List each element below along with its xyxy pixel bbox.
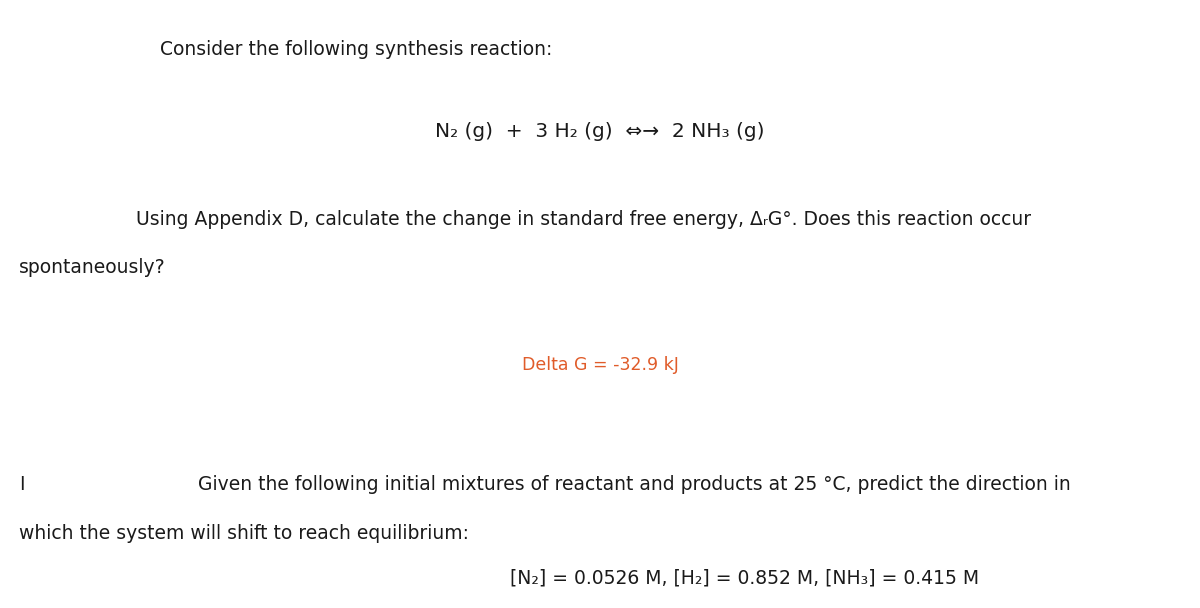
Text: Given the following initial mixtures of reactant and products at 25 °C, predict : Given the following initial mixtures of …: [198, 475, 1070, 494]
Text: N₂ (g)  +  3 H₂ (g)  ⇔→  2 NH₃ (g): N₂ (g) + 3 H₂ (g) ⇔→ 2 NH₃ (g): [436, 122, 764, 140]
Text: I: I: [19, 475, 25, 494]
Text: Consider the following synthesis reaction:: Consider the following synthesis reactio…: [160, 40, 552, 58]
Text: [N₂] = 0.0526 M, [H₂] = 0.852 M, [NH₃] = 0.415 M: [N₂] = 0.0526 M, [H₂] = 0.852 M, [NH₃] =…: [510, 568, 979, 587]
Text: Delta G = -32.9 kJ: Delta G = -32.9 kJ: [522, 356, 678, 374]
Text: which the system will shift to reach equilibrium:: which the system will shift to reach equ…: [19, 524, 469, 543]
Text: spontaneously?: spontaneously?: [19, 258, 166, 277]
Text: Using Appendix D, calculate the change in standard free energy, ΔᵣG°. Does this : Using Appendix D, calculate the change i…: [136, 210, 1031, 229]
